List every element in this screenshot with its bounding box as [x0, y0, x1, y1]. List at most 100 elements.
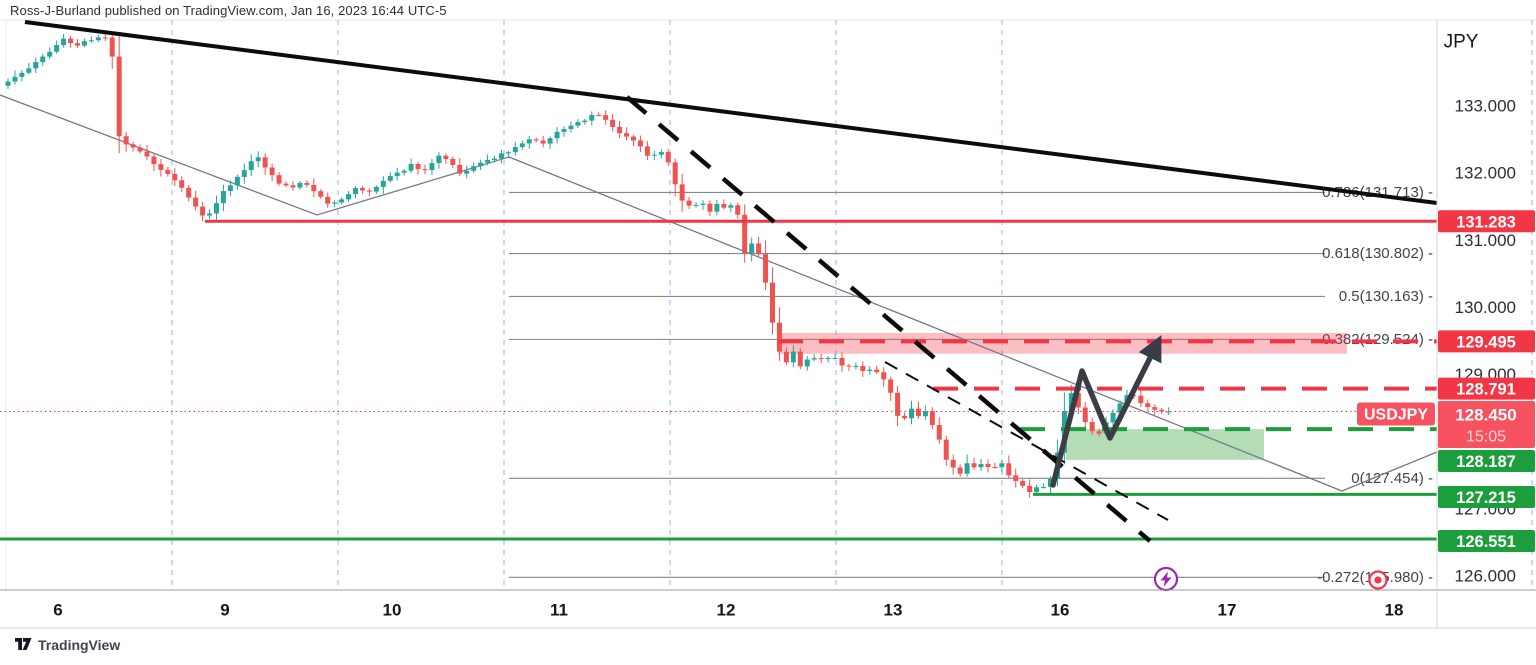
- brand-name: TradingView: [38, 637, 121, 653]
- candle-up: [255, 157, 261, 162]
- date-tick-label[interactable]: 17: [1218, 601, 1237, 620]
- candle-up: [401, 170, 407, 173]
- candle-up: [909, 408, 914, 419]
- candle-down: [679, 184, 685, 201]
- current-price-text: 128.450: [1455, 406, 1516, 425]
- candle-down: [1020, 481, 1026, 486]
- demand-zone-band[interactable]: [1066, 429, 1264, 460]
- candle-down: [665, 151, 671, 163]
- candle-up: [512, 147, 518, 153]
- candle-up: [234, 176, 240, 186]
- candle-up: [832, 357, 838, 359]
- date-tick-label[interactable]: 18: [1385, 601, 1404, 620]
- current-time-text: 15:05: [1466, 429, 1506, 446]
- candle-down: [603, 115, 609, 120]
- footer: TradingView: [15, 637, 120, 653]
- price-level-label-128.187[interactable]: [1438, 450, 1535, 472]
- price-axis: [1437, 0, 1536, 628]
- price-level-label-text: 131.283: [1456, 213, 1516, 231]
- candle-down: [797, 351, 803, 367]
- date-tick-label[interactable]: 6: [53, 601, 62, 620]
- tradingview-logo[interactable]: TradingView: [15, 637, 120, 653]
- date-tick-label[interactable]: 12: [717, 601, 736, 620]
- candle-down: [985, 463, 991, 468]
- candle-down: [839, 357, 845, 366]
- candle-up: [589, 115, 595, 121]
- projection-arrow[interactable]: [1050, 335, 1162, 488]
- candle-up: [728, 205, 734, 208]
- candle-down: [950, 459, 956, 468]
- candle-down: [874, 369, 880, 373]
- price-level-label-131.283[interactable]: [1438, 210, 1535, 233]
- price-level-label-text: 128.187: [1456, 453, 1516, 471]
- candle-down: [846, 365, 852, 367]
- candle-up: [693, 204, 699, 206]
- candle-down: [624, 133, 630, 137]
- candle-up: [54, 45, 60, 52]
- candle-down: [1082, 407, 1088, 423]
- candle-up: [220, 191, 226, 204]
- candle-up: [575, 122, 581, 126]
- candle-down: [415, 164, 421, 170]
- price-tick-label: 132.000: [1455, 164, 1516, 183]
- candle-down: [68, 38, 74, 44]
- date-tick-label[interactable]: 10: [383, 601, 402, 620]
- candle-up: [214, 203, 219, 214]
- major-descending-trendline[interactable]: [24, 20, 1438, 205]
- candle-down: [290, 185, 296, 188]
- candle-down: [318, 191, 324, 197]
- date-tick-label[interactable]: 13: [884, 601, 903, 620]
- candle-up: [1048, 478, 1053, 487]
- supply-zone-band[interactable]: [778, 332, 1347, 354]
- candle-up: [519, 143, 525, 148]
- price-tick-label: 126.000: [1455, 566, 1516, 585]
- candle-down: [283, 183, 289, 186]
- candle-down: [443, 155, 449, 159]
- candle-up: [964, 463, 970, 474]
- symbol-tag[interactable]: [1357, 402, 1435, 426]
- price-tick-label: 130.000: [1455, 298, 1516, 317]
- candle-up: [297, 182, 303, 188]
- candle-up: [248, 161, 254, 171]
- candle-down: [1138, 395, 1144, 404]
- candle-down: [158, 164, 164, 170]
- price-level-label-129.495[interactable]: [1438, 330, 1535, 353]
- candle-down: [151, 156, 157, 165]
- price-level-label-126.551[interactable]: [1438, 530, 1535, 552]
- candle-down: [1145, 403, 1151, 408]
- candle-down: [144, 151, 150, 157]
- candle-down: [631, 136, 636, 141]
- steep-dashed-trendline[interactable]: [625, 95, 1152, 543]
- anchor-point-dot: [1374, 576, 1382, 584]
- candle-down: [617, 126, 623, 134]
- candle-up: [207, 213, 213, 216]
- date-tick-label[interactable]: 16: [1051, 601, 1070, 620]
- candle-up: [346, 194, 352, 200]
- candle-up: [429, 163, 435, 170]
- candle-down: [123, 136, 129, 145]
- parallel-dashed-trendline[interactable]: [884, 361, 1169, 521]
- candle-up: [749, 243, 755, 254]
- candle-down: [165, 169, 171, 174]
- symbol-tag-text: USDJPY: [1364, 407, 1428, 424]
- candle-up: [561, 129, 567, 132]
- candle-up: [95, 37, 101, 41]
- candle-up: [498, 153, 504, 159]
- candle-up: [332, 202, 338, 204]
- candle-down: [895, 392, 901, 416]
- date-tick-label[interactable]: 9: [220, 601, 229, 620]
- candle-down: [610, 119, 616, 127]
- fib-level-label: 0.382(129.524) -: [1322, 331, 1433, 348]
- candle-up: [471, 166, 477, 171]
- current-price-label[interactable]: [1438, 401, 1535, 448]
- candle-up: [922, 411, 928, 417]
- candle-down: [276, 175, 282, 184]
- date-tick-label[interactable]: 11: [550, 601, 568, 620]
- zigzag-line[interactable]: [0, 94, 1438, 492]
- candle-down: [915, 408, 921, 417]
- fib-level-label: 0.786(131.713) -: [1322, 184, 1433, 201]
- candle-down: [686, 200, 692, 206]
- candle-down: [735, 205, 741, 215]
- price-level-label-127.215[interactable]: [1438, 486, 1535, 508]
- price-level-label-128.791[interactable]: [1438, 377, 1535, 400]
